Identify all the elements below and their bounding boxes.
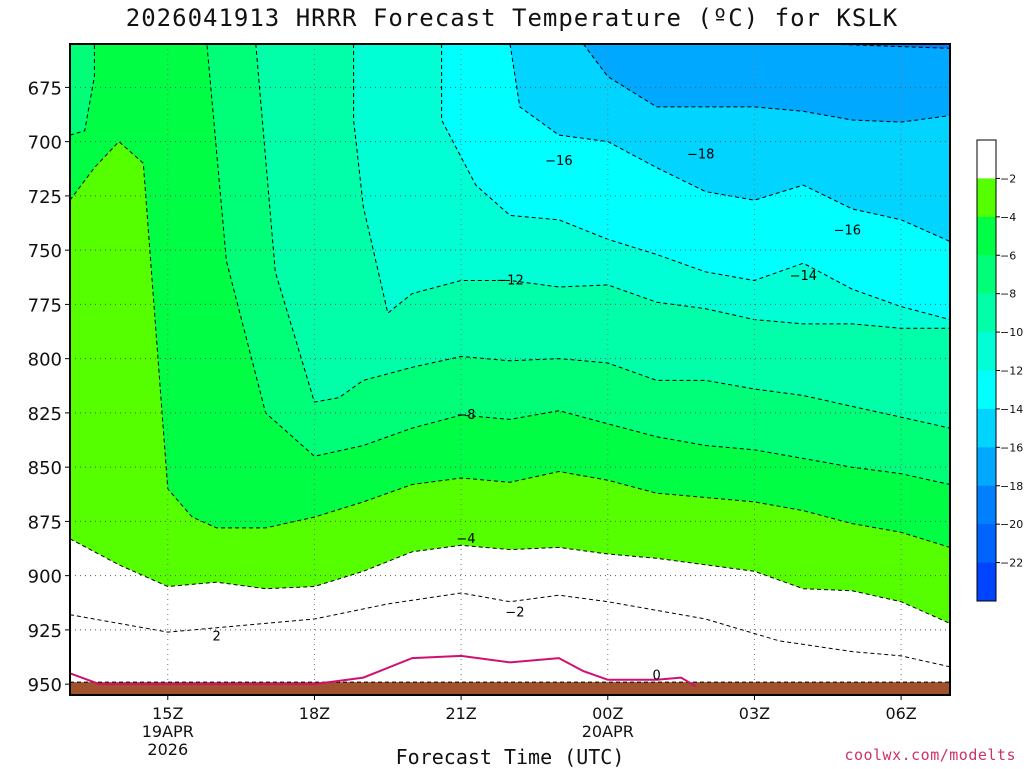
y-tick-label: 850 [28, 458, 62, 479]
colorbar-swatch [977, 485, 996, 525]
band-11 [21, 22, 999, 44]
temperature-bands [21, 22, 999, 695]
colorbar-label: −4 [1000, 211, 1016, 224]
y-tick-label: 675 [28, 78, 62, 99]
contour-label: −16 [545, 154, 572, 169]
chart-title: 2026041913 HRRR Forecast Temperature (ºC… [125, 4, 899, 32]
x-tick-label: 06Z [885, 704, 916, 723]
x-tick-label: 03Z [739, 704, 770, 723]
x-tick-sublabel: 19APR [142, 722, 194, 741]
contour-line-9 [582, 44, 950, 123]
y-axis: 675 700 725 750 775 800 825 850 875 900 925 950 [28, 78, 70, 696]
contour-label: −12 [496, 274, 523, 289]
colorbar-swatch [977, 332, 996, 371]
colorbar-label: −10 [1000, 326, 1023, 339]
colorbar-label: −14 [1000, 403, 1023, 416]
y-tick-label: 825 [28, 404, 62, 425]
colorbar-swatch [977, 408, 996, 448]
contour-line-5 [255, 44, 950, 429]
contour-line-2 [70, 538, 950, 624]
contour-label: −2 [505, 606, 524, 621]
contour-line-1 [70, 592, 950, 668]
contour-label: −14 [790, 269, 817, 284]
plot-frame [69, 43, 951, 696]
y-tick-label: 725 [28, 187, 62, 208]
colorbar-swatch [977, 293, 996, 333]
y-tick-label: 800 [28, 350, 62, 371]
colorbar-label: −6 [1000, 249, 1016, 262]
x-tick-sublabel: 20APR [582, 722, 634, 741]
contour-label: −16 [834, 224, 861, 239]
contour-label: −18 [687, 148, 714, 163]
y-tick-label: 925 [28, 621, 62, 642]
contour-line-7 [441, 44, 950, 321]
colorbar-swatch [977, 562, 996, 602]
x-tick-sublabel: 2026 [147, 740, 188, 759]
x-axis-label: Forecast Time (UTC) [395, 745, 625, 769]
colorbar-swatch [977, 216, 996, 256]
colorbar-swatch [977, 524, 996, 564]
colorbar-label: −22 [1000, 557, 1023, 570]
colorbar-label: −8 [1000, 288, 1016, 301]
x-tick-label: 21Z [445, 704, 476, 723]
colorbar-swatch [977, 255, 996, 295]
credit-link[interactable]: coolwx.com/modelts [844, 746, 1016, 764]
contour-labels: −16 −18 −16 −12 −14 −8 −4 −2 2 0 [213, 148, 862, 684]
x-tick-label: 15Z [152, 704, 183, 723]
y-tick-label: 900 [28, 567, 62, 588]
colorbar-label: −2 [1000, 172, 1016, 185]
colorbar-swatch [977, 140, 996, 179]
colorbar-swatch [977, 447, 996, 487]
contour-label: −4 [456, 532, 475, 547]
ground-fill [70, 682, 950, 695]
contour-line-3 [70, 140, 950, 548]
contour-line-10 [827, 44, 950, 49]
colorbar-swatch [977, 178, 996, 218]
contour-label: 0 [653, 668, 661, 683]
colorbar-frame [976, 139, 997, 602]
colorbar-label: −16 [1000, 441, 1023, 454]
colorbar: −2 −4 −6 −8 −10 −12 −14 −16 −18 −20 −22 [976, 139, 1023, 602]
contour-label: −8 [456, 408, 475, 423]
contour-line-6 [353, 44, 950, 329]
y-tick-label: 875 [28, 512, 62, 533]
contour-label: 2 [213, 629, 221, 644]
freezing-line [70, 654, 697, 688]
contour-line-4 [70, 44, 950, 485]
y-tick-label: 700 [28, 133, 62, 154]
x-tick-label: 18Z [299, 704, 330, 723]
ground-layer [70, 681, 950, 695]
colorbar-label: −20 [1000, 518, 1023, 531]
colorbar-swatch [977, 370, 996, 410]
contour-line-8 [509, 44, 950, 242]
y-tick-label: 750 [28, 241, 62, 262]
y-tick-label: 775 [28, 295, 62, 316]
colorbar-label: −18 [1000, 480, 1023, 493]
freezing-line-path [70, 654, 697, 688]
colorbar-label: −12 [1000, 365, 1023, 378]
y-tick-label: 950 [28, 675, 62, 696]
band-9 [70, 44, 950, 123]
x-tick-label: 00Z [592, 704, 623, 723]
